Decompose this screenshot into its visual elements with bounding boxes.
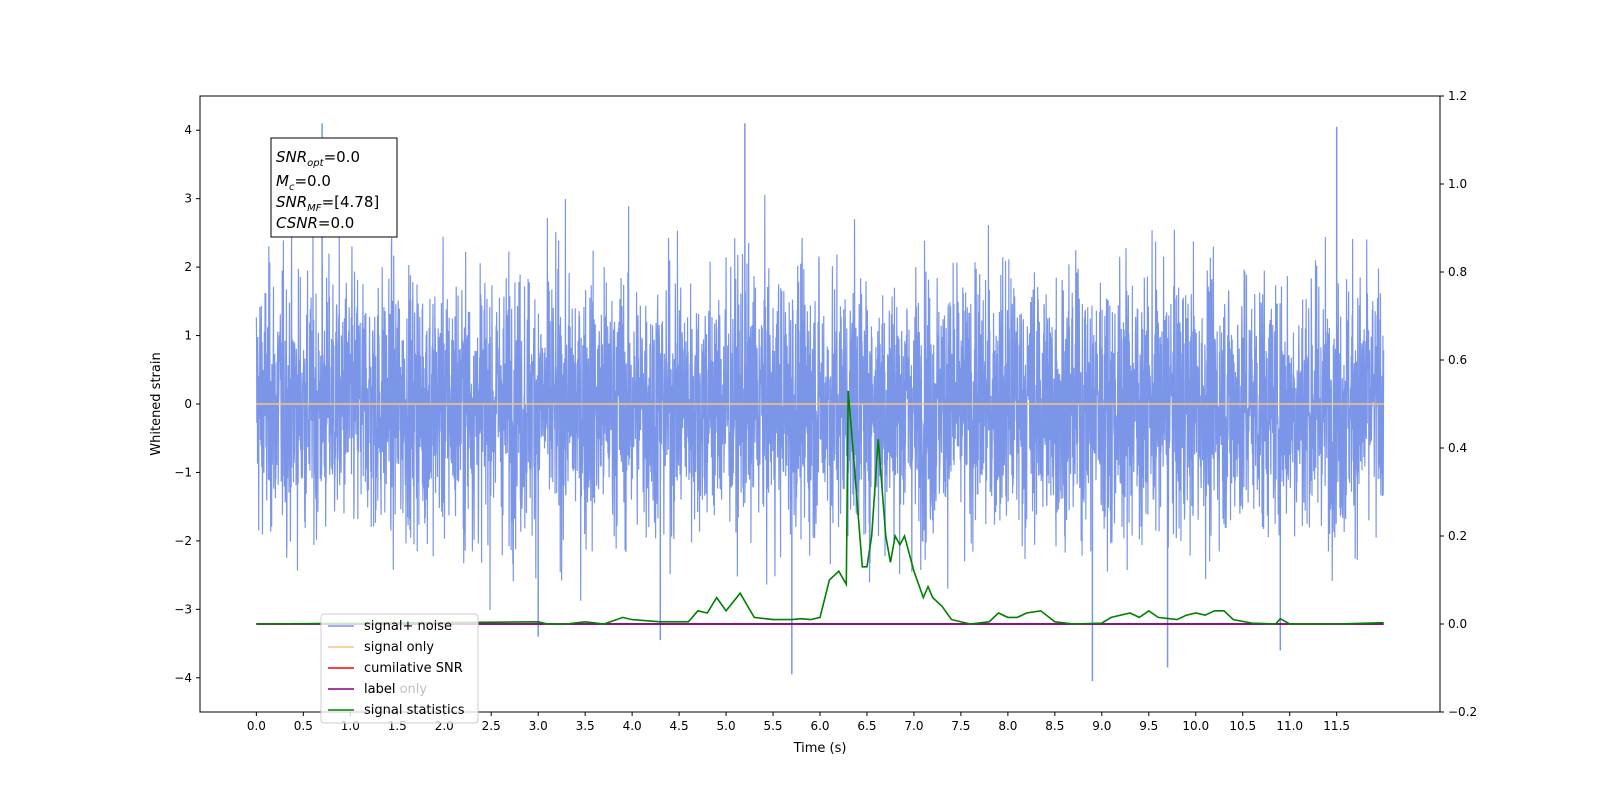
- y-tick-label: 4: [184, 123, 192, 137]
- y-tick-label: 2: [184, 260, 192, 274]
- x-tick-label: 0.5: [294, 719, 313, 733]
- x-tick-label: 7.0: [904, 719, 923, 733]
- x-axis-label: Time (s): [793, 741, 847, 756]
- x-tick-label: 6.5: [857, 719, 876, 733]
- y2-tick-label: 1.2: [1448, 89, 1467, 103]
- plot-area: [255, 123, 1385, 682]
- x-tick-label: 8.5: [1045, 719, 1064, 733]
- y2-tick-label: 0.2: [1448, 529, 1467, 543]
- y-axis-label: Whitened strain: [149, 352, 164, 455]
- y2-tick-label: 0.8: [1448, 265, 1467, 279]
- x-tick-label: 3.0: [529, 719, 548, 733]
- x-tick-label: 7.5: [951, 719, 970, 733]
- x-tick-label: 2.5: [482, 719, 501, 733]
- x-tick-label: 3.5: [576, 719, 595, 733]
- legend-label: signal statistics: [364, 703, 465, 718]
- x-tick-label: 4.0: [623, 719, 642, 733]
- y2-tick-label: 0.0: [1448, 617, 1467, 631]
- y-axis-ticks: 4 3 2 1 0 −1 −2 −3 −4: [174, 123, 200, 685]
- x-tick-label: 10.0: [1182, 719, 1209, 733]
- legend-label-label-only: label only: [364, 682, 427, 697]
- x-tick-label: 5.5: [763, 719, 782, 733]
- legend-label: cumilative SNR: [364, 661, 463, 676]
- y-tick-label: −4: [174, 671, 192, 685]
- x-tick-label: 4.5: [670, 719, 689, 733]
- annotation-snr-opt: SNRopt=0.0: [276, 148, 360, 169]
- x-tick-label: 11.5: [1323, 719, 1350, 733]
- series-signal-noise: [255, 194, 1385, 611]
- y2-tick-label: −0.2: [1448, 705, 1477, 719]
- y2-tick-label: 0.6: [1448, 353, 1467, 367]
- x-tick-label: 6.0: [810, 719, 829, 733]
- annotation-snr-mf: SNRMF=[4.78]: [276, 193, 379, 214]
- legend-label: signal+ noise: [364, 619, 452, 634]
- x-tick-label: 11.0: [1276, 719, 1303, 733]
- legend: signal+ noise signal only cumilative SNR la…: [320, 613, 479, 724]
- legend-label: signal only: [364, 640, 434, 655]
- y-tick-label: −1: [174, 465, 192, 479]
- series-signal-statistics: [256, 390, 1384, 625]
- annotation-csnr: CSNR=0.0: [276, 214, 354, 232]
- x-tick-label: 0.0: [247, 719, 266, 733]
- y-tick-label: −2: [174, 534, 192, 548]
- y-tick-label: 0: [184, 397, 192, 411]
- x-tick-label: 9.0: [1092, 719, 1111, 733]
- x-tick-label: 9.5: [1139, 719, 1158, 733]
- x-tick-label: 8.0: [998, 719, 1017, 733]
- y2-axis-ticks: 1.2 1.0 0.8 0.6 0.4 0.2 0.0 −0.2: [1440, 89, 1477, 719]
- y-tick-label: 1: [184, 329, 192, 343]
- x-axis-ticks: 0.0 0.5 1.0 1.5 2.0 2.5 3.0 3.5 4.0 4.5 5.0 5.5 6.0 6…: [247, 712, 1350, 733]
- legend-label: label: [364, 682, 395, 697]
- x-tick-label: 5.0: [717, 719, 736, 733]
- y-tick-label: −3: [174, 602, 192, 616]
- y2-tick-label: 1.0: [1448, 177, 1467, 191]
- y-tick-label: 3: [184, 192, 192, 206]
- annotation-box: SNRopt=0.0 Mc=0.0 SNRMF=[4.78] CSNR=0.0: [270, 137, 398, 238]
- x-tick-label: 10.5: [1229, 719, 1256, 733]
- annotation-mc: Mc=0.0: [276, 172, 331, 193]
- y2-tick-label: 0.4: [1448, 441, 1467, 455]
